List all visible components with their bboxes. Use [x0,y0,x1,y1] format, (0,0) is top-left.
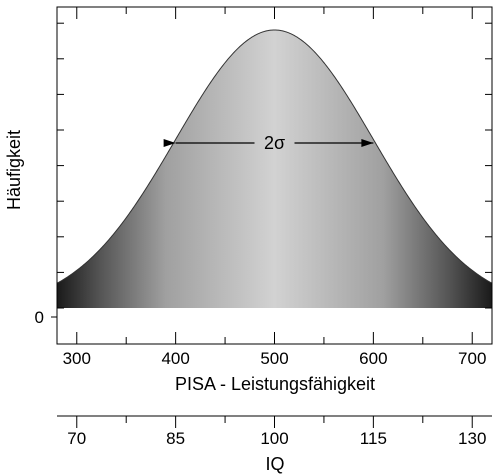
x-tick-label: 500 [260,349,288,368]
iq-tick-label: 70 [67,429,86,448]
iq-tick-label: 100 [260,429,288,448]
iq-tick-label: 130 [458,429,486,448]
x-tick-label: 600 [359,349,387,368]
y-axis-ticks [51,22,492,318]
bell-curve-line [56,29,493,284]
x-tick-label: 400 [161,349,189,368]
iq-tick-label: 115 [360,429,387,448]
x-axis-label: PISA - Leistungsfähigkeit [175,374,375,394]
y-axis-label: Häufigkeit [4,130,24,210]
x-tick-label: 300 [63,349,91,368]
y-tick-label-zero: 0 [35,308,44,327]
iq-axis-ticks: 70 85 100 115 130 [67,416,486,448]
plot-area [56,29,493,308]
bell-curve-area [57,30,492,308]
x-axis-ticks: 300 400 500 600 700 [63,7,486,368]
two-sigma-annotation: 2σ [163,133,374,153]
sigma-label: 2σ [264,133,285,153]
x-tick-label: 700 [458,349,486,368]
iq-axis-label: IQ [265,454,284,474]
iq-tick-label: 85 [166,429,185,448]
